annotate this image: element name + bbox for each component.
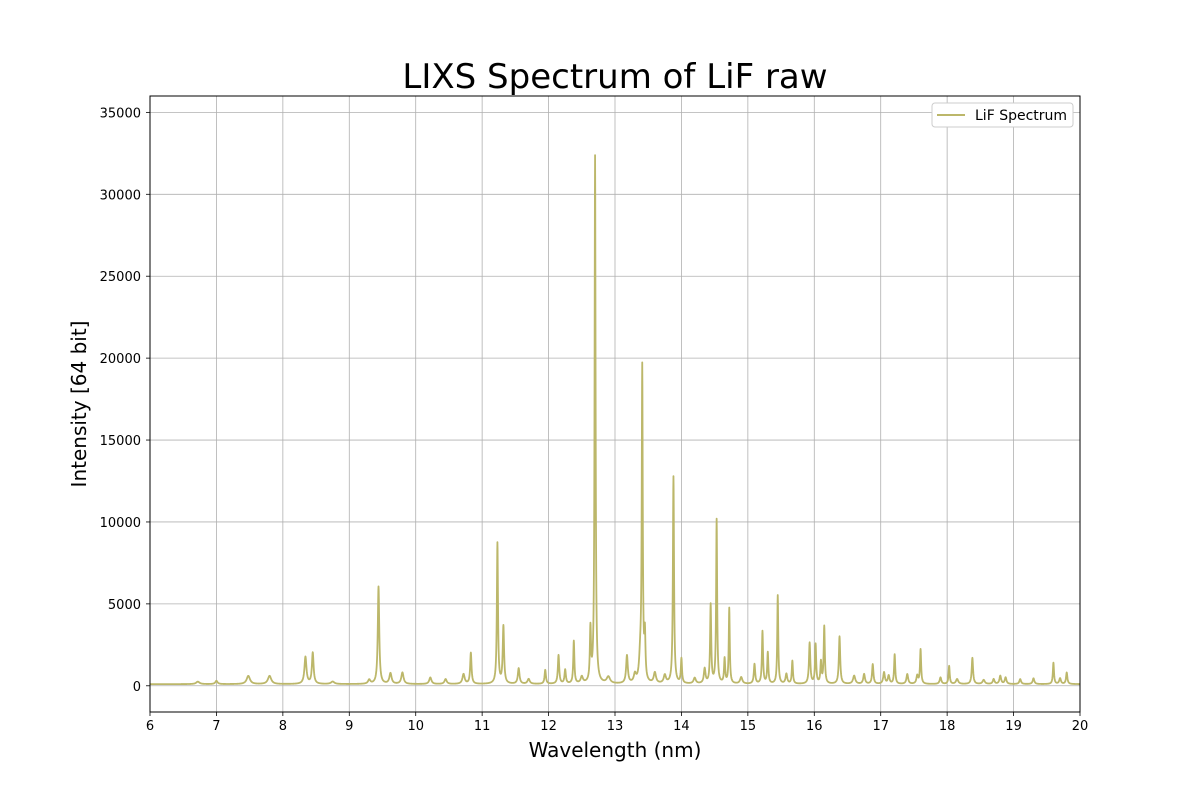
chart-title: LIXS Spectrum of LiF raw (402, 57, 827, 97)
plot-area: 6 7 8 9 10 11 12 13 14 15 16 17 18 19 20 0 5000 10000 150… (100, 95, 1088, 734)
x-tick-label: 8 (279, 719, 287, 734)
x-tick-label: 16 (806, 719, 823, 734)
x-axis-ticks: 6 7 8 9 10 11 12 13 14 15 16 17 18 19 20 (146, 712, 1088, 734)
x-tick-label: 15 (740, 719, 757, 734)
y-tick-label: 15000 (100, 434, 141, 449)
y-axis-title: Intensity [64 bit] (67, 321, 91, 488)
x-tick-label: 20 (1072, 719, 1089, 734)
x-tick-label: 17 (872, 719, 889, 734)
y-tick-label: 5000 (108, 598, 141, 613)
x-tick-label: 11 (474, 719, 491, 734)
series-line (149, 154, 1081, 686)
x-tick-label: 7 (212, 719, 220, 734)
legend-label: LiF Spectrum (975, 108, 1067, 124)
x-tick-label: 12 (540, 719, 557, 734)
x-tick-label: 9 (345, 719, 353, 734)
x-tick-label: 14 (673, 719, 690, 734)
series-layer (149, 154, 1081, 686)
x-tick-label: 10 (407, 719, 424, 734)
grid (149, 96, 1081, 712)
x-tick-label: 19 (1005, 719, 1022, 734)
x-axis-title: Wavelength (nm) (529, 738, 702, 762)
y-tick-label: 10000 (100, 516, 141, 531)
y-tick-label: 25000 (100, 270, 141, 285)
y-tick-label: 35000 (100, 106, 141, 121)
y-axis-ticks: 0 5000 10000 15000 20000 25000 30000 35000 (100, 106, 150, 695)
y-tick-label: 20000 (100, 352, 141, 367)
x-tick-label: 18 (939, 719, 956, 734)
y-tick-label: 30000 (100, 188, 141, 203)
legend-box (931, 102, 1074, 128)
legend: LiF Spectrum (931, 102, 1074, 128)
y-tick-label: 0 (133, 680, 141, 695)
x-tick-label: 6 (146, 719, 154, 734)
x-tick-label: 13 (607, 719, 624, 734)
